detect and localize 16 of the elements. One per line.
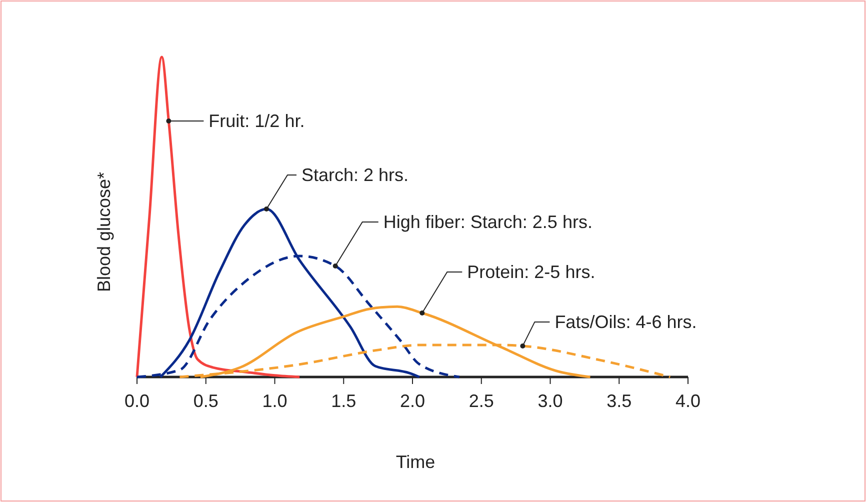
x-tick-label: 0.0 xyxy=(124,390,150,411)
x-tick-label: 3.5 xyxy=(606,390,632,411)
annotation: Fruit: 1/2 hr. xyxy=(208,111,305,131)
x-tick-label: 2.5 xyxy=(468,390,494,411)
x-tick-label: 4.0 xyxy=(675,390,701,411)
x-axis-title: Time xyxy=(396,452,436,472)
annotation: High fiber: Starch: 2.5 hrs. xyxy=(383,212,592,232)
x-tick-label: 3.0 xyxy=(538,390,563,411)
annotation: Fats/Oils: 4-6 hrs. xyxy=(554,312,697,332)
y-axis-title: Blood glucose* xyxy=(94,172,114,292)
annotation: Starch: 2 hrs. xyxy=(301,165,409,185)
annotation: Protein: 2-5 hrs. xyxy=(467,262,596,282)
x-tick-label: 1.0 xyxy=(262,390,288,411)
x-tick-label: 0.5 xyxy=(193,390,218,411)
x-tick-label: 2.0 xyxy=(400,390,426,411)
x-tick-label: 1.5 xyxy=(331,390,356,411)
